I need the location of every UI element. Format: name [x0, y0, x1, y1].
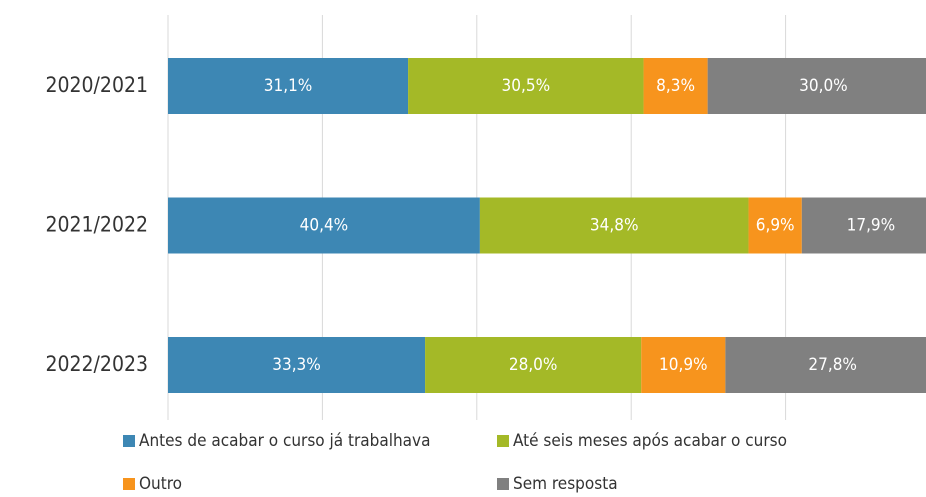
data-label: 30,5% — [502, 76, 551, 96]
y-tick-label: 2022/2023 — [45, 352, 148, 376]
data-label: 30,0% — [799, 76, 848, 96]
bar-segment — [725, 337, 926, 393]
legend-swatch — [497, 435, 509, 447]
data-label: 6,9% — [756, 216, 795, 236]
data-label: 40,4% — [300, 216, 349, 236]
bar-segment — [479, 197, 749, 254]
legend-swatch — [123, 478, 135, 490]
data-label: 27,8% — [808, 355, 857, 375]
y-tick-label: 2021/2022 — [45, 213, 148, 237]
legend-label: Sem resposta — [513, 474, 618, 494]
legend-swatch — [497, 478, 509, 490]
data-label: 31,1% — [264, 76, 313, 96]
legend-label: Até seis meses após acabar o curso — [513, 431, 787, 451]
bar-segment — [801, 197, 926, 254]
bar-segment — [425, 337, 642, 393]
data-label: 8,3% — [656, 76, 695, 96]
legend-swatch — [123, 435, 135, 447]
bar-segment — [641, 337, 726, 393]
legend-label: Antes de acabar o curso já trabalhava — [139, 431, 430, 451]
legend-label: Outro — [139, 474, 182, 494]
data-label: 33,3% — [272, 355, 321, 375]
data-label: 17,9% — [847, 216, 896, 236]
data-label: 10,9% — [659, 355, 708, 375]
bar-segment — [643, 58, 708, 114]
bar-segment — [408, 58, 644, 114]
bar-segment — [748, 197, 802, 254]
data-label: 28,0% — [509, 355, 558, 375]
data-label: 34,8% — [590, 216, 639, 236]
y-tick-label: 2020/2021 — [45, 73, 148, 97]
bar-segment — [168, 197, 480, 254]
bar-segment — [168, 58, 409, 114]
bar-segment — [707, 58, 926, 114]
bar-segment — [168, 337, 426, 393]
